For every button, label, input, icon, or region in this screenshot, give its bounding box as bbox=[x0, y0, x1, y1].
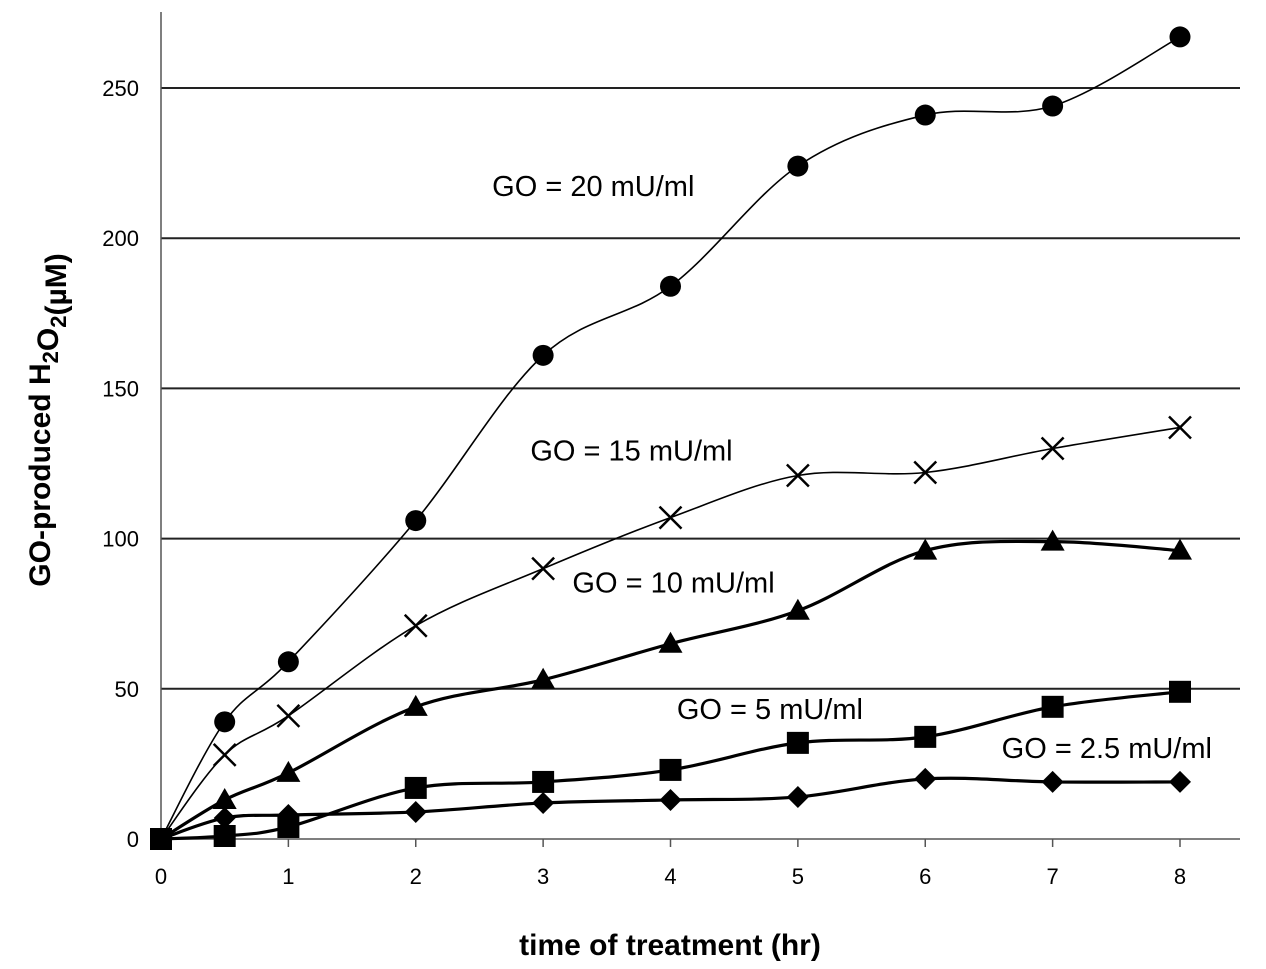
data-point-diamond bbox=[404, 800, 427, 823]
y-tick-label: 150 bbox=[102, 376, 139, 401]
data-point-diamond bbox=[914, 767, 937, 790]
data-point-circle bbox=[532, 344, 554, 366]
axes bbox=[160, 12, 1240, 847]
data-point-circle bbox=[277, 651, 299, 673]
x-tick-label: 3 bbox=[537, 864, 549, 889]
data-point-circle bbox=[405, 510, 427, 532]
data-point-cross bbox=[658, 505, 683, 530]
x-tick-label: 7 bbox=[1047, 864, 1059, 889]
series-label: GO = 5 mU/ml bbox=[677, 694, 863, 726]
data-point-triangle bbox=[785, 598, 810, 620]
x-tick-label: 6 bbox=[919, 864, 931, 889]
series-label: GO = 20 mU/ml bbox=[492, 171, 694, 203]
data-point-cross bbox=[276, 703, 301, 728]
data-point-diamond bbox=[213, 806, 236, 829]
data-point-circle bbox=[787, 155, 809, 177]
data-point-triangle bbox=[1040, 529, 1065, 551]
x-tick-label: 2 bbox=[410, 864, 422, 889]
x-tick-label: 8 bbox=[1174, 864, 1186, 889]
x-tick-label: 5 bbox=[792, 864, 804, 889]
data-point-diamond bbox=[1041, 770, 1064, 793]
data-point-origin bbox=[150, 828, 172, 850]
data-point-triangle bbox=[913, 538, 938, 560]
data-point-cross bbox=[785, 463, 810, 488]
series-label: GO = 10 mU/ml bbox=[572, 568, 774, 600]
series-label: GO = 15 mU/ml bbox=[530, 435, 732, 467]
data-point-triangle bbox=[658, 631, 683, 653]
data-point-diamond bbox=[786, 785, 809, 808]
data-point-cross bbox=[1168, 415, 1192, 440]
x-tick-label: 0 bbox=[155, 864, 167, 889]
series-line-cross bbox=[160, 426, 1181, 840]
data-point-circle bbox=[1042, 95, 1064, 117]
data-point-square bbox=[277, 815, 300, 838]
data-point-square bbox=[213, 824, 236, 847]
data-point-square bbox=[659, 758, 682, 781]
data-point-triangle bbox=[212, 787, 237, 809]
y-tick-label: 200 bbox=[102, 226, 139, 251]
y-axis-title: GO-produced H2O2(µM) bbox=[24, 253, 73, 586]
x-axis-title: time of treatment (hr) bbox=[519, 929, 821, 962]
y-tick-label: 250 bbox=[102, 76, 139, 101]
data-point-circle bbox=[914, 104, 936, 126]
data-point-square bbox=[914, 725, 937, 748]
series-labels: GO = 20 mU/ml GO = 15 mU/ml GO = 10 mU/ml G… bbox=[492, 171, 1212, 765]
data-point-square bbox=[532, 770, 555, 793]
data-point-circle bbox=[660, 275, 681, 297]
data-point-circle bbox=[1169, 26, 1191, 48]
data-point-diamond bbox=[532, 791, 555, 814]
y-tick-label: 0 bbox=[127, 827, 139, 852]
data-point-diamond bbox=[1169, 770, 1191, 793]
data-point-square bbox=[1041, 695, 1064, 718]
data-point-square bbox=[404, 776, 427, 799]
data-point-cross bbox=[913, 460, 938, 485]
series-line-circle bbox=[160, 36, 1181, 840]
data-point-diamond bbox=[277, 803, 300, 826]
x-tick-label: 4 bbox=[664, 864, 676, 889]
gridlines bbox=[161, 87, 1240, 690]
y-tick-label: 100 bbox=[102, 527, 139, 552]
data-point-cross bbox=[1040, 436, 1065, 461]
y-tick-labels: 0 50 100 150 200 250 bbox=[102, 76, 139, 852]
data-point-diamond bbox=[659, 788, 682, 811]
data-point-cross bbox=[212, 743, 237, 767]
x-tick-labels: 0 1 2 3 4 5 6 7 8 bbox=[155, 864, 1186, 889]
data-point-circle bbox=[214, 711, 236, 733]
series-label: GO = 2.5 mU/ml bbox=[1002, 733, 1212, 765]
series-markers bbox=[150, 26, 1192, 850]
data-point-square bbox=[1169, 680, 1191, 703]
data-point-triangle bbox=[403, 694, 428, 716]
data-point-cross bbox=[403, 613, 428, 638]
x-tick-label: 1 bbox=[282, 864, 294, 889]
data-point-triangle bbox=[276, 760, 301, 782]
data-point-triangle bbox=[1168, 538, 1192, 560]
y-tick-label: 50 bbox=[115, 677, 139, 702]
data-point-square bbox=[786, 731, 809, 754]
data-point-triangle bbox=[531, 667, 556, 689]
data-point-cross bbox=[531, 556, 556, 581]
